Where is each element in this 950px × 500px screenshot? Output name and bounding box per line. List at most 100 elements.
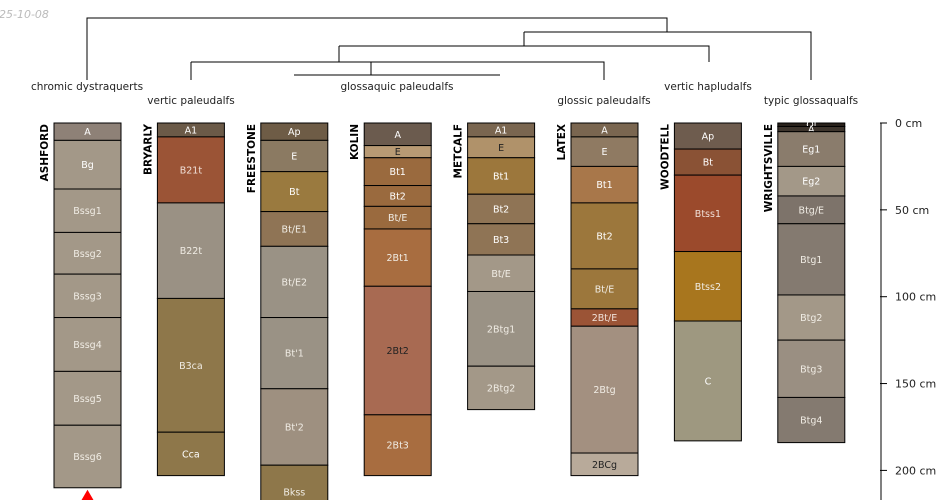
horizon xyxy=(260,388,329,466)
taxon-labels: chromic dystraquerts vertic paleudalfs g… xyxy=(31,81,858,107)
horizon-label: Bssg1 xyxy=(73,206,102,217)
profile-name: LATEX xyxy=(556,124,568,160)
horizon xyxy=(467,290,536,367)
horizon-label: Bssg6 xyxy=(73,452,102,463)
truncation-marker xyxy=(81,489,94,500)
horizon-label: A xyxy=(84,127,91,138)
horizon-label: Bssg4 xyxy=(73,340,102,351)
horizon xyxy=(673,122,742,150)
profile-name: METCALF xyxy=(453,124,465,178)
profile-latex: AE Bt1 Bt2 Bt/E 2Bt/E 2Btg 2BCg LATEX xyxy=(556,122,639,477)
profile-ashford: A Bg Bssg1 Bssg2 Bssg3 Bssg4 Bssg5 Bssg6 ASHFORD xyxy=(39,122,122,489)
horizon-label: Bt1 xyxy=(596,180,612,191)
horizon-label: Bssg3 xyxy=(73,291,102,302)
horizon-label: 2Bt2 xyxy=(387,346,409,357)
horizon-label: Bt3 xyxy=(493,235,509,246)
profile-freestone: Ap E Bt Bt/E1 Bt/E2 Bt'1 Bt'2 Bkss FREESTONE xyxy=(246,122,329,500)
horizon-label: Bt/E xyxy=(595,284,614,295)
profile-name: KOLIN xyxy=(349,124,361,160)
horizon xyxy=(673,148,742,176)
horizon xyxy=(53,139,122,190)
horizon-label: Btg/E xyxy=(799,205,824,216)
horizon-label: Btg3 xyxy=(800,364,822,375)
profile-woodtell: Ap Bt Btss1 Btss2 C WOODTELL xyxy=(659,122,742,442)
horizon-label: C xyxy=(705,376,712,387)
horizon xyxy=(53,370,122,426)
horizon xyxy=(53,273,122,319)
horizon-label: 2Btg1 xyxy=(487,324,515,335)
horizon xyxy=(570,202,639,270)
horizon-label: Btss2 xyxy=(695,282,721,293)
horizon xyxy=(673,251,742,322)
depth-tick-label: 200 cm xyxy=(895,464,936,477)
horizon-label: Bt xyxy=(703,158,714,169)
depth-tick-label: 100 cm xyxy=(895,291,936,304)
horizon-label: 2Btg xyxy=(593,385,615,396)
horizon-label: 2Bt3 xyxy=(387,441,409,452)
horizon xyxy=(363,414,432,477)
taxon-label: glossaquic paleudalfs xyxy=(340,81,453,93)
horizon-label: A1 xyxy=(495,125,508,136)
horizon-label: Oi xyxy=(806,120,816,131)
profile-name: WRIGHTSVILLE xyxy=(763,124,775,212)
horizon-label: Btg4 xyxy=(800,416,822,427)
horizon xyxy=(363,228,432,287)
horizon xyxy=(260,211,329,247)
horizon-label: Bkss xyxy=(283,488,305,499)
depth-tick-label: 50 cm xyxy=(895,204,929,217)
depth-tick-label: 0 cm xyxy=(895,117,922,130)
dendro-node-3 xyxy=(190,61,605,80)
horizon xyxy=(673,320,742,442)
taxon-label: typic glossaqualfs xyxy=(764,95,858,107)
horizon xyxy=(260,139,329,173)
horizon xyxy=(777,131,846,167)
horizon-label: Bt'2 xyxy=(285,422,304,433)
horizon xyxy=(260,464,329,500)
horizon xyxy=(777,396,846,444)
horizon-label: A xyxy=(394,130,401,141)
horizon xyxy=(467,157,536,195)
depth-axis: 0 cm 50 cm 100 cm 150 cm 200 cm xyxy=(880,117,936,500)
horizon-label: Bt/E1 xyxy=(282,224,308,235)
taxon-label: vertic hapludalfs xyxy=(664,81,752,93)
horizon xyxy=(467,254,536,292)
horizon-label: Bt/E xyxy=(388,213,407,224)
horizon-label: Bt2 xyxy=(596,231,612,242)
horizon-label: A xyxy=(601,125,608,136)
horizon-label: B3ca xyxy=(179,361,203,372)
horizon xyxy=(673,174,742,253)
profile-name: BRYARLY xyxy=(142,124,154,175)
horizon xyxy=(570,268,639,310)
horizon xyxy=(156,297,225,433)
horizon-label: Eg1 xyxy=(802,145,820,156)
profile-wrightsville: OiA Eg1 Eg2 Btg/E Btg1 Btg2 Btg3 Btg4 WRIGHTSVIL… xyxy=(763,120,846,444)
horizon xyxy=(777,339,846,398)
horizon xyxy=(777,195,846,225)
horizon-label: Bt2 xyxy=(493,204,509,215)
horizon-label: Eg2 xyxy=(802,177,820,188)
horizon xyxy=(777,294,846,341)
taxon-label: vertic paleudalfs xyxy=(147,95,234,107)
horizon-label: 2Btg2 xyxy=(487,383,515,394)
horizon-label: Bt/E xyxy=(491,269,510,280)
horizon-label: Ap xyxy=(288,127,301,138)
horizon xyxy=(53,317,122,372)
horizon-label: Bssg2 xyxy=(73,249,102,260)
horizon-label: Bt'1 xyxy=(285,349,304,360)
horizon-label: Bt2 xyxy=(390,191,406,202)
horizon-label: B22t xyxy=(180,246,203,257)
horizon-label: Btg2 xyxy=(800,313,822,324)
horizon xyxy=(156,136,225,204)
horizon xyxy=(53,231,122,275)
profile-kolin: AE Bt1 Bt2 Bt/E 2Bt1 2Bt2 2Bt3 KOLIN xyxy=(349,122,432,477)
dendro-node-1 xyxy=(523,31,812,80)
horizon-label: Bt1 xyxy=(390,167,406,178)
dendrogram xyxy=(86,17,812,80)
horizon-label: Btg1 xyxy=(800,255,822,266)
horizon xyxy=(260,171,329,213)
horizon xyxy=(467,223,536,256)
profile-name: ASHFORD xyxy=(39,124,51,182)
profiles: A Bg Bssg1 Bssg2 Bssg3 Bssg4 Bssg5 Bssg6 ASHFORD… xyxy=(39,120,846,500)
horizon xyxy=(363,285,432,416)
